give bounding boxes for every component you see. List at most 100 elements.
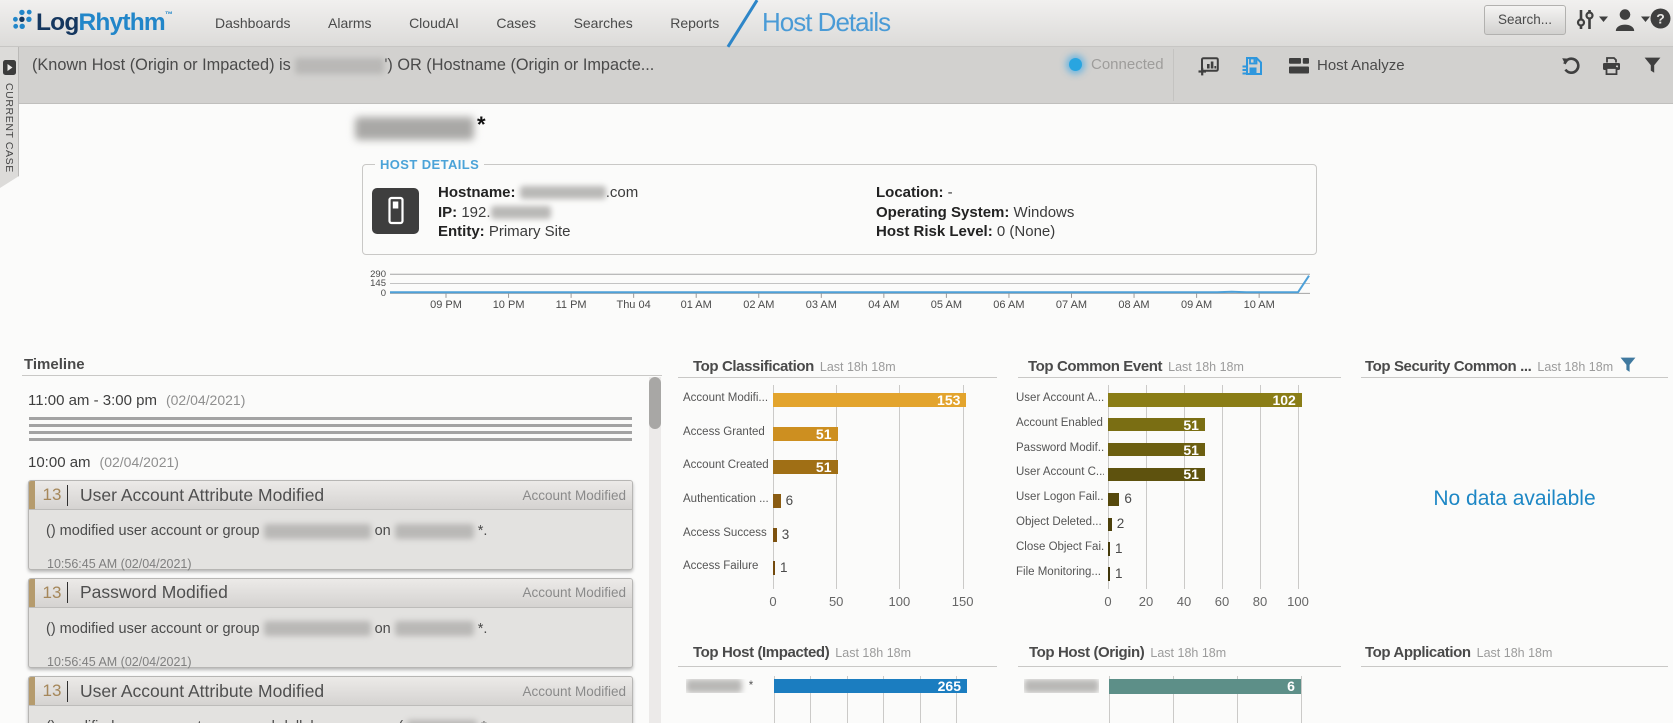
sparkline-x-tick: Thu 04 (616, 299, 651, 311)
host-analyze-label: Host Analyze (1317, 57, 1405, 74)
logo-text-log: Log (36, 9, 79, 36)
chart-panel-title-row: Top Common Event Last 18h 18m (1028, 358, 1244, 375)
timeline-card-header: 13 User Account Attribute Modified Account… (29, 677, 632, 706)
host-field-operating-system: Operating System: Windows (876, 203, 1074, 223)
redacted-name (263, 523, 371, 539)
host-field-value: Windows (1009, 203, 1075, 221)
search-button[interactable]: Search... (1484, 5, 1566, 35)
host-field-label: Host Risk Level: (876, 223, 993, 241)
chart-title: Top Security Common ... (1365, 358, 1532, 375)
chart-gridline (1300, 676, 1302, 723)
logrhythm-logo[interactable]: LogRhythm™ (13, 8, 173, 38)
panel-filter-icon[interactable] (1620, 357, 1636, 378)
sparkline-x-tick: 02 AM (743, 299, 775, 311)
chart-bar[interactable] (773, 527, 777, 542)
page-title: Host Details (762, 7, 891, 37)
current-case-tab[interactable]: CURRENT CASE (0, 47, 19, 188)
sparkline-x-tick: 06 AM (993, 299, 1025, 311)
chart-bar[interactable] (1108, 393, 1302, 407)
sparkline-y-tick: 290 (370, 268, 386, 280)
sparkline-x-tick: 10 PM (492, 299, 525, 311)
host-fields-right: Location: - Operating System: Windows Host… (876, 183, 1074, 242)
timeline-card[interactable]: 13 User Account Attribute Modified Account… (28, 676, 633, 723)
chart-bar[interactable] (1108, 442, 1205, 457)
host-field-host-risk-level: Host Risk Level: 0 (None) (876, 222, 1074, 242)
add-widget-icon[interactable] (1198, 57, 1219, 76)
chart-value-label: 1 (1115, 566, 1123, 582)
chart-bar[interactable] (773, 426, 838, 441)
caret-down-icon[interactable] (1641, 16, 1651, 23)
nav-item-cloudai[interactable]: CloudAI (409, 15, 459, 31)
chart-gridline (1184, 385, 1185, 589)
card-classification-badge: Account Modified (522, 683, 626, 699)
chart-period: Last 18h 18m (1168, 360, 1244, 374)
timeline-scrollbar-track[interactable] (649, 377, 661, 723)
chart-value-label: 51 (1183, 466, 1199, 483)
sparkline-x-tick: 08 AM (1118, 299, 1150, 311)
filter-icon[interactable] (1644, 57, 1661, 74)
print-icon[interactable] (1602, 57, 1621, 75)
chart-bar[interactable] (773, 493, 781, 508)
chart-bar[interactable] (773, 393, 967, 407)
chart-gridline (919, 676, 921, 723)
collapsed-row-stripe (29, 424, 632, 427)
chart-gridline (846, 676, 848, 723)
chart-category-label: Authentication ... (683, 492, 769, 505)
user-icon[interactable] (1613, 7, 1637, 32)
timeline-card[interactable]: 13 Password Modified Account Modified () mo… (28, 577, 633, 669)
sliders-icon[interactable] (1575, 8, 1597, 31)
chart-axis-tick-label: 150 (951, 594, 974, 609)
chart-bar[interactable] (1108, 679, 1301, 694)
sparkline-y-tick: 0 (380, 288, 386, 299)
chart-bar[interactable] (1108, 417, 1205, 432)
nav-item-dashboards[interactable]: Dashboards (215, 15, 291, 31)
query-text[interactable]: (Known Host (Origin or Impacted) is ') O… (32, 56, 654, 75)
host-field-value: - (943, 184, 953, 201)
timeline-group-header: 11:00 am - 3:00 pm (02/04/2021) (28, 392, 245, 409)
card-timestamp: 10:56:45 AM (02/04/2021) (47, 557, 192, 571)
chart-bar[interactable] (773, 679, 967, 693)
collapsed-row-stripe (29, 438, 632, 441)
chart-bar[interactable] (1108, 567, 1110, 581)
chart-bar[interactable] (1108, 517, 1112, 531)
chart-value-label: 51 (1183, 441, 1199, 458)
timeline-collapsed-rows[interactable] (29, 417, 632, 445)
chart-category-label: Password Modif... (1016, 441, 1104, 454)
nav-item-alarms[interactable]: Alarms (328, 15, 372, 31)
chart-gridline (836, 385, 838, 589)
host-field-value-suffix: .com (605, 184, 639, 201)
save-icon[interactable] (1242, 57, 1262, 75)
nav-item-searches[interactable]: Searches (573, 15, 633, 31)
timeline-card-header: 13 User Account Attribute Modified Account… (29, 481, 632, 510)
top-nav-bar: LogRhythm™ Dashboards Alarms CloudAI Cases S… (0, 0, 1673, 48)
timeline-card[interactable]: 13 User Account Attribute Modified Account… (28, 480, 633, 571)
nav-item-cases[interactable]: Cases (496, 15, 537, 31)
chart-panel-divider (1361, 665, 1668, 667)
main-menu: Dashboards Alarms CloudAI Cases Searches Repo… (215, 0, 719, 46)
host-analyze-button[interactable]: Host Analyze (1289, 57, 1405, 74)
host-field-value: 0 (None) (992, 223, 1056, 241)
search-toolbar: (Known Host (Origin or Impacted) is ') O… (0, 47, 1673, 104)
help-icon[interactable]: ? (1650, 8, 1671, 29)
chart-bar[interactable] (773, 561, 775, 576)
card-body-segment: () modified user account or group abdall… (46, 719, 403, 723)
redacted-value (490, 205, 551, 219)
chart-bar[interactable] (1108, 467, 1205, 482)
chart-bar[interactable] (1108, 542, 1110, 556)
nav-item-reports[interactable]: Reports (670, 15, 720, 31)
host-field-label: IP: (438, 203, 458, 221)
undo-icon[interactable] (1562, 57, 1580, 74)
host-field-ip: IP: 192. (438, 203, 638, 223)
chart-category-label: User Logon Fail... (1016, 491, 1104, 504)
host-field-label: Hostname: (438, 184, 516, 201)
logo-dots-icon (13, 9, 32, 29)
chart-bar[interactable] (773, 460, 838, 475)
chart-value-label: 6 (785, 492, 794, 508)
timeline-scrollbar-thumb[interactable] (649, 377, 661, 429)
chart-bar[interactable] (1108, 492, 1120, 507)
caret-down-icon[interactable] (1599, 16, 1609, 23)
chart-panel-divider (1018, 665, 1341, 667)
collapsed-row-stripe (29, 417, 632, 420)
chart-category-label: Account Modifi... (683, 392, 769, 404)
card-body-text: () modified user account or group abdall… (46, 719, 491, 723)
